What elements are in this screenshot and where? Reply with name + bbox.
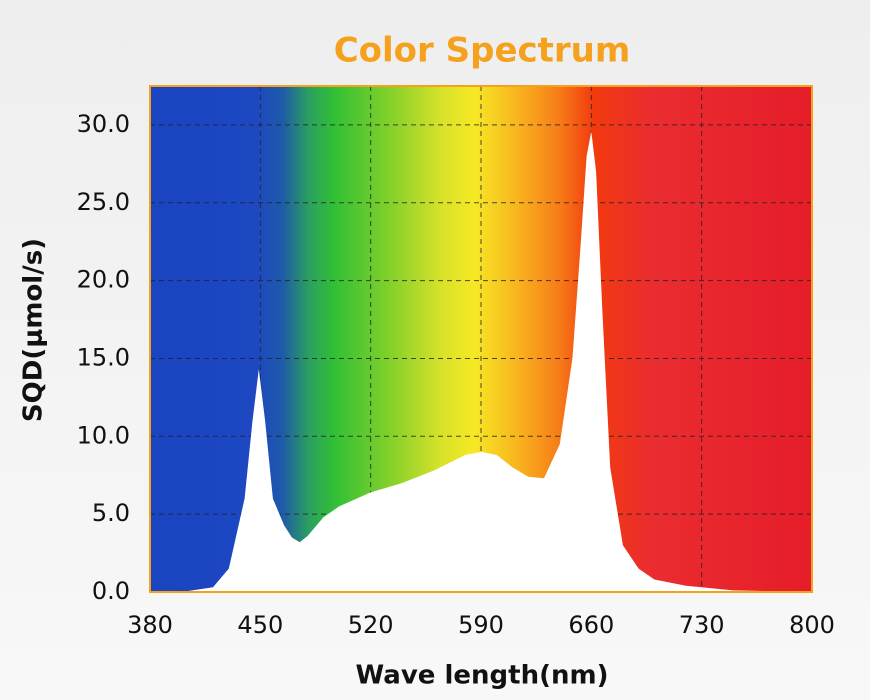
x-axis-label: Wave length(nm) <box>356 661 609 691</box>
y-tick-label: 20.0 <box>77 266 130 294</box>
chart-title: Color Spectrum <box>334 31 631 71</box>
y-tick-label: 5.0 <box>92 499 130 527</box>
x-tick-label: 660 <box>568 611 614 639</box>
y-tick-label: 10.0 <box>77 421 130 449</box>
y-tick-label: 30.0 <box>77 110 130 138</box>
x-tick-label: 800 <box>789 611 835 639</box>
area-layer <box>150 131 812 592</box>
plot-border <box>149 85 813 593</box>
x-tick-label: 590 <box>458 611 504 639</box>
y-tick-label: 25.0 <box>77 188 130 216</box>
x-tick-label: 730 <box>679 611 725 639</box>
spectrum-area <box>150 131 812 592</box>
x-tick-label: 450 <box>237 611 283 639</box>
x-tick-label: 520 <box>348 611 394 639</box>
y-tick-label: 15.0 <box>77 343 130 371</box>
y-tick-label: 0.0 <box>92 577 130 605</box>
x-tick-label: 380 <box>127 611 173 639</box>
y-axis-label: SQD(μmol/s) <box>19 238 49 422</box>
